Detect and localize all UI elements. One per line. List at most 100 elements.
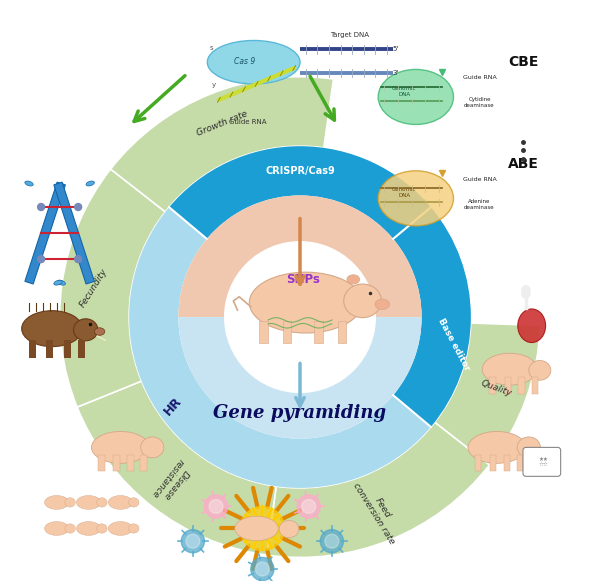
Ellipse shape xyxy=(94,328,105,335)
Ellipse shape xyxy=(279,520,299,538)
Text: Base editor: Base editor xyxy=(436,317,471,372)
Circle shape xyxy=(251,558,274,581)
Ellipse shape xyxy=(65,524,75,533)
Text: SNPs: SNPs xyxy=(286,273,320,286)
Ellipse shape xyxy=(76,521,101,535)
Circle shape xyxy=(297,495,320,518)
Wedge shape xyxy=(266,423,490,558)
Text: s: s xyxy=(210,45,214,51)
Ellipse shape xyxy=(86,181,94,186)
Bar xyxy=(127,456,134,471)
Text: y: y xyxy=(212,83,217,88)
Text: Adenine
deaminase: Adenine deaminase xyxy=(464,198,495,210)
Circle shape xyxy=(186,534,200,548)
Ellipse shape xyxy=(375,299,389,310)
Ellipse shape xyxy=(128,498,139,507)
Bar xyxy=(532,377,538,393)
Ellipse shape xyxy=(76,495,101,509)
Text: Cytidine
deaminase: Cytidine deaminase xyxy=(464,97,495,108)
Bar xyxy=(113,456,120,471)
Ellipse shape xyxy=(347,275,359,284)
Ellipse shape xyxy=(97,498,107,507)
Ellipse shape xyxy=(529,360,551,380)
Wedge shape xyxy=(77,381,276,555)
Wedge shape xyxy=(129,207,431,488)
Text: Disease
resistance: Disease resistance xyxy=(149,457,194,506)
Text: Guide RNA: Guide RNA xyxy=(463,177,496,182)
Text: Gene pyramiding: Gene pyramiding xyxy=(214,404,386,421)
Text: Fecundity: Fecundity xyxy=(78,267,109,309)
Wedge shape xyxy=(393,207,471,427)
Circle shape xyxy=(205,495,227,518)
Bar xyxy=(490,377,496,393)
Text: Guide RNA: Guide RNA xyxy=(463,75,496,80)
Bar xyxy=(490,456,496,471)
Wedge shape xyxy=(178,196,422,317)
Circle shape xyxy=(241,506,284,551)
Ellipse shape xyxy=(44,495,69,509)
Circle shape xyxy=(320,530,343,553)
Ellipse shape xyxy=(344,284,382,318)
Text: Guide RNA: Guide RNA xyxy=(229,119,266,125)
Bar xyxy=(64,340,71,357)
Bar xyxy=(504,456,510,471)
Circle shape xyxy=(522,290,530,298)
Text: CBE: CBE xyxy=(508,55,538,69)
Wedge shape xyxy=(434,323,540,465)
Ellipse shape xyxy=(518,309,545,343)
Text: Genomic
DNA: Genomic DNA xyxy=(392,187,416,198)
Ellipse shape xyxy=(44,521,69,535)
Ellipse shape xyxy=(128,524,139,533)
Ellipse shape xyxy=(482,353,537,385)
Ellipse shape xyxy=(235,516,278,541)
Ellipse shape xyxy=(517,437,541,458)
Circle shape xyxy=(38,204,44,211)
Text: Genomic
DNA: Genomic DNA xyxy=(392,86,416,97)
Bar xyxy=(78,340,85,357)
Text: Cas 9: Cas 9 xyxy=(235,56,256,66)
Bar xyxy=(29,340,36,357)
Ellipse shape xyxy=(108,495,133,509)
Text: Growth rate: Growth rate xyxy=(195,109,248,138)
Ellipse shape xyxy=(57,280,65,285)
Text: 3': 3' xyxy=(392,70,399,76)
Wedge shape xyxy=(110,77,334,212)
Text: Feed
conversion rate: Feed conversion rate xyxy=(351,475,405,545)
Circle shape xyxy=(256,562,269,576)
Text: 5': 5' xyxy=(392,47,398,52)
Circle shape xyxy=(522,286,530,294)
Circle shape xyxy=(38,255,44,262)
Circle shape xyxy=(325,534,339,548)
Ellipse shape xyxy=(74,319,98,341)
Circle shape xyxy=(302,499,316,513)
Bar xyxy=(338,321,346,343)
Text: CRISPR/Cas9: CRISPR/Cas9 xyxy=(265,166,335,176)
Bar xyxy=(283,321,291,343)
Ellipse shape xyxy=(22,311,83,347)
Ellipse shape xyxy=(54,280,62,285)
Ellipse shape xyxy=(65,498,75,507)
Bar xyxy=(475,456,481,471)
Bar xyxy=(259,321,268,343)
Bar xyxy=(518,377,525,393)
Polygon shape xyxy=(25,182,65,284)
Circle shape xyxy=(225,242,375,392)
Bar xyxy=(505,377,511,393)
Ellipse shape xyxy=(108,521,133,535)
Bar xyxy=(98,456,105,471)
Circle shape xyxy=(209,499,223,513)
Ellipse shape xyxy=(468,431,526,463)
Text: Quality: Quality xyxy=(479,379,512,398)
Text: ★★
☆☆: ★★ ☆☆ xyxy=(538,456,548,467)
Bar xyxy=(314,321,323,343)
Wedge shape xyxy=(169,146,431,239)
Bar xyxy=(517,456,523,471)
Polygon shape xyxy=(54,182,94,284)
Circle shape xyxy=(181,530,205,553)
Ellipse shape xyxy=(378,69,454,125)
Text: Target DNA: Target DNA xyxy=(330,32,369,38)
Bar xyxy=(140,456,146,471)
Ellipse shape xyxy=(91,431,149,463)
Ellipse shape xyxy=(141,437,164,458)
Wedge shape xyxy=(59,169,166,407)
